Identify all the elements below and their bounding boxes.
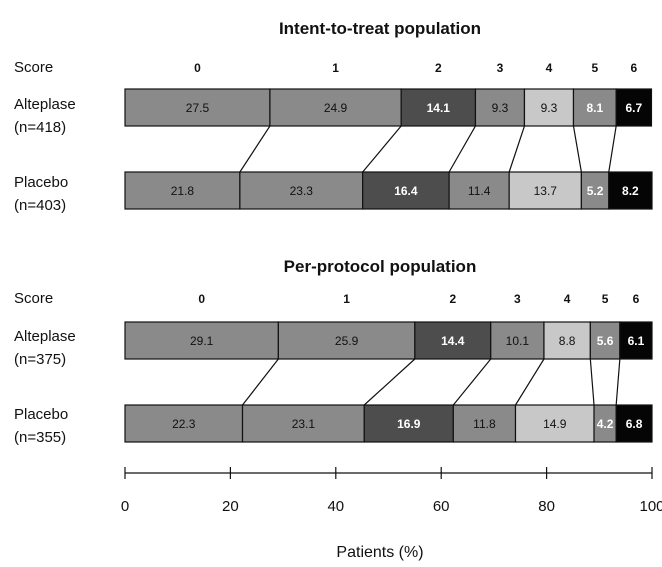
panel-title-itt: Intent-to-treat population [279, 19, 481, 38]
group-label-itt-alteplase-line1: Alteplase [14, 96, 76, 113]
bar-segment-score-6 [615, 404, 653, 443]
score-number-1: 1 [332, 61, 339, 75]
data-label: 14.4 [441, 334, 465, 348]
x-tick-label: 60 [433, 498, 450, 515]
x-tick-label: 40 [327, 498, 344, 515]
score-number-6: 6 [630, 61, 637, 75]
data-label: 11.8 [473, 417, 496, 431]
bar-segment-score-1 [269, 88, 402, 127]
data-label: 8.1 [586, 101, 603, 115]
score-number-0: 0 [198, 292, 205, 306]
connector-line [572, 125, 582, 173]
data-label: 10.1 [506, 334, 530, 348]
connector-line [589, 358, 595, 406]
score-number-0: 0 [194, 61, 201, 75]
group-label-pp-alteplase-line2: (n=375) [14, 351, 66, 368]
x-tick-label: 80 [538, 498, 555, 515]
data-label: 6.8 [626, 417, 643, 431]
bar-segment-score-4 [523, 88, 575, 127]
x-tick-label: 20 [222, 498, 239, 515]
data-label: 13.7 [534, 184, 558, 198]
connector-line [615, 358, 621, 406]
data-label: 5.6 [597, 334, 614, 348]
group-label-pp-alteplase-line1: Alteplase [14, 328, 76, 345]
connector-line [362, 125, 402, 173]
score-number-4: 4 [546, 61, 553, 75]
data-label: 8.8 [559, 334, 576, 348]
data-label: 25.9 [335, 334, 359, 348]
group-label-itt-placebo-line2: (n=403) [14, 197, 66, 214]
data-label: 4.2 [597, 417, 614, 431]
score-number-5: 5 [591, 61, 598, 75]
score-number-3: 3 [497, 61, 504, 75]
bar-segment-score-1 [239, 171, 364, 210]
bar-segment-score-0 [124, 404, 244, 443]
data-label: 11.4 [468, 184, 491, 198]
data-label: 16.4 [394, 184, 418, 198]
bar-segment-score-5 [589, 321, 621, 360]
connector-line [514, 358, 545, 406]
group-label-itt-alteplase-line2: (n=418) [14, 119, 66, 136]
bar-segment-score-6 [608, 171, 653, 210]
score-number-5: 5 [602, 292, 609, 306]
score-header-itt: Score [14, 59, 53, 76]
score-number-3: 3 [514, 292, 521, 306]
bar-segment-score-1 [241, 404, 365, 443]
data-label: 6.1 [628, 334, 645, 348]
data-label: 22.3 [172, 417, 196, 431]
connector-line [508, 125, 526, 173]
data-label: 14.1 [427, 101, 451, 115]
bar-segment-score-2 [400, 88, 477, 127]
data-label: 9.3 [541, 101, 558, 115]
data-label: 29.1 [190, 334, 214, 348]
chart-marks: 0 1 2 3 4 5 6 27.5 24.9 14.1 9.3 9.3 8.1 6.7 21.8 23.3 1… [121, 61, 662, 515]
bar-segment-score-3 [490, 321, 545, 360]
bar-segment-score-6 [619, 321, 653, 360]
score-number-2: 2 [449, 292, 456, 306]
data-label: 24.9 [324, 101, 348, 115]
score-header-pp: Score [14, 290, 53, 307]
data-label: 16.9 [397, 417, 421, 431]
bar-segment-score-0 [124, 171, 241, 210]
score-number-1: 1 [343, 292, 350, 306]
group-label-itt-placebo-line1: Placebo [14, 174, 68, 191]
bar-segment-score-5 [580, 171, 610, 210]
connector-line [608, 125, 617, 173]
group-label-pp-placebo-line1: Placebo [14, 406, 68, 423]
data-label: 21.8 [171, 184, 195, 198]
score-number-4: 4 [564, 292, 571, 306]
bar-segment-score-4 [543, 321, 591, 360]
data-label: 8.2 [622, 184, 639, 198]
connector-line [363, 358, 416, 406]
data-label: 27.5 [186, 101, 210, 115]
bar-segment-score-6 [615, 88, 653, 127]
data-label: 9.3 [492, 101, 509, 115]
bar-segment-score-1 [277, 321, 416, 360]
connector-line [452, 358, 492, 406]
data-label: 23.3 [290, 184, 314, 198]
data-label: 14.9 [543, 417, 567, 431]
bar-segment-score-3 [452, 404, 517, 443]
x-axis-title: Patients (%) [336, 544, 423, 561]
bar-segment-score-0 [124, 88, 271, 127]
bar-segment-score-5 [572, 88, 617, 127]
data-label: 6.7 [625, 101, 642, 115]
group-label-pp-placebo-line2: (n=355) [14, 429, 66, 446]
bar-segment-score-2 [414, 321, 492, 360]
panel-title-pp: Per-protocol population [284, 257, 477, 276]
bar-segment-score-4 [508, 171, 582, 210]
data-label: 5.2 [587, 184, 604, 198]
bar-segment-score-2 [362, 171, 450, 210]
score-number-6: 6 [633, 292, 640, 306]
x-tick-label: 100 [639, 498, 662, 515]
x-tick-label: 0 [121, 498, 129, 515]
data-label: 23.1 [292, 417, 316, 431]
connector-line [242, 358, 279, 406]
connector-line [448, 125, 476, 173]
connector-line [239, 125, 271, 173]
score-number-2: 2 [435, 61, 442, 75]
